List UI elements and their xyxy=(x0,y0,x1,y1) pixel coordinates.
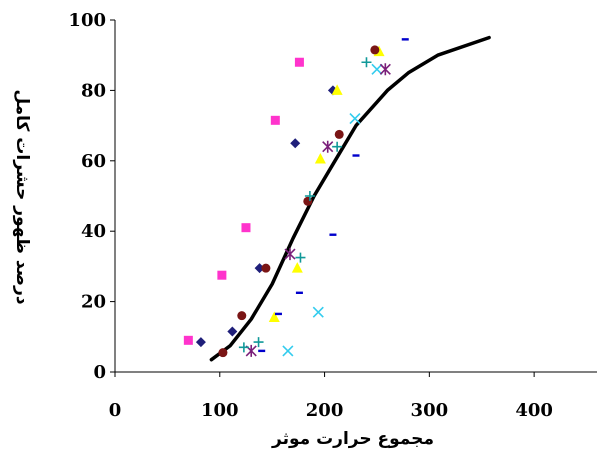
x-tick-label: 200 xyxy=(306,400,344,421)
fit-layer xyxy=(209,35,491,362)
data-point-plus xyxy=(304,191,315,201)
data-point-diamond xyxy=(195,337,206,348)
data-point-circle xyxy=(261,263,271,273)
data-point-dash xyxy=(401,38,409,41)
plot-area xyxy=(115,20,597,372)
data-point-dash xyxy=(295,291,303,294)
data-point-x xyxy=(282,345,294,357)
data-point-diamond xyxy=(254,263,265,274)
data-point-circle xyxy=(303,196,313,206)
data-point-x xyxy=(371,63,383,75)
y-tick-label: 80 xyxy=(81,80,106,101)
y-tick-label: 20 xyxy=(81,292,106,313)
data-point-diamond xyxy=(227,326,238,337)
data-point-plus xyxy=(361,57,372,68)
data-point-triangle xyxy=(268,311,280,322)
data-point-star xyxy=(322,140,334,153)
data-point-dash xyxy=(274,312,282,316)
data-point-plus xyxy=(295,252,306,263)
data-point-x xyxy=(312,306,324,318)
y-tick-label: 40 xyxy=(81,221,106,242)
data-point-plus xyxy=(332,141,343,152)
data-point-dash xyxy=(258,349,266,353)
data-point-circle xyxy=(334,129,344,139)
axes-layer xyxy=(114,20,597,373)
data-point-square xyxy=(241,223,251,233)
data-point-star xyxy=(284,248,296,261)
data-point-square xyxy=(183,335,193,345)
y-axis-title: درصد ظهور حشرات کامل xyxy=(12,89,32,304)
x-axis-title: مجموع حرارت موثر xyxy=(271,429,434,449)
data-point-square xyxy=(217,270,227,280)
data-point-square xyxy=(270,115,280,125)
x-tick-label: 300 xyxy=(411,400,449,421)
data-point-circle xyxy=(218,348,228,358)
data-point-diamond xyxy=(290,138,301,149)
data-point-x xyxy=(349,112,361,125)
data-point-star xyxy=(379,63,391,76)
y-tick-label: 0 xyxy=(93,362,106,383)
data-point-square xyxy=(294,57,304,67)
x-tick-label: 100 xyxy=(201,400,239,421)
x-tick-label: 0 xyxy=(109,400,122,421)
data-point-circle xyxy=(370,45,380,55)
data-point-plus xyxy=(253,337,264,348)
data-point-triangle xyxy=(331,84,343,95)
data-point-dash xyxy=(329,233,337,236)
data-point-triangle xyxy=(314,153,326,164)
marks-layer xyxy=(183,38,409,358)
data-point-triangle xyxy=(291,262,303,273)
data-point-plus xyxy=(238,342,249,353)
y-tick-label: 60 xyxy=(81,151,106,172)
data-point-circle xyxy=(237,311,247,321)
fit-curve xyxy=(209,35,491,362)
plot-background xyxy=(115,20,597,372)
ticks-layer: 0 20 40 60 80 100 0 100 200 300 400 xyxy=(68,10,552,421)
x-tick-label: 400 xyxy=(515,400,553,421)
data-point-dash xyxy=(352,154,360,157)
y-tick-label: 100 xyxy=(68,10,106,31)
